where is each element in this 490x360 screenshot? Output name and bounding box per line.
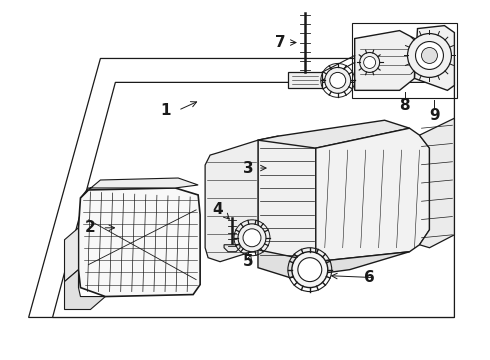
Polygon shape (65, 270, 105, 310)
Circle shape (243, 229, 261, 247)
Text: 4: 4 (213, 202, 223, 217)
Text: 2: 2 (85, 220, 96, 235)
Circle shape (292, 252, 328, 288)
Text: 6: 6 (364, 270, 375, 285)
Circle shape (416, 41, 443, 69)
Polygon shape (205, 140, 258, 262)
Circle shape (421, 48, 438, 63)
Circle shape (360, 53, 380, 72)
Polygon shape (258, 120, 410, 148)
Text: 7: 7 (274, 35, 285, 50)
Circle shape (298, 258, 322, 282)
Polygon shape (415, 26, 454, 90)
Polygon shape (52, 82, 454, 318)
Circle shape (238, 224, 266, 252)
Polygon shape (65, 228, 78, 282)
Polygon shape (316, 128, 429, 262)
Text: 5: 5 (243, 254, 253, 269)
Circle shape (330, 72, 346, 88)
Polygon shape (355, 31, 415, 90)
Text: 9: 9 (429, 108, 440, 123)
Polygon shape (258, 250, 410, 278)
Text: 1: 1 (160, 103, 171, 118)
Polygon shape (80, 178, 198, 198)
Polygon shape (224, 245, 240, 252)
Polygon shape (258, 136, 316, 268)
Polygon shape (288, 72, 322, 88)
Circle shape (364, 57, 376, 68)
Text: 8: 8 (399, 98, 410, 113)
Circle shape (325, 67, 351, 93)
Text: 3: 3 (243, 161, 253, 176)
Circle shape (408, 33, 451, 77)
Polygon shape (419, 118, 454, 248)
Polygon shape (78, 188, 200, 297)
Polygon shape (28, 58, 454, 318)
